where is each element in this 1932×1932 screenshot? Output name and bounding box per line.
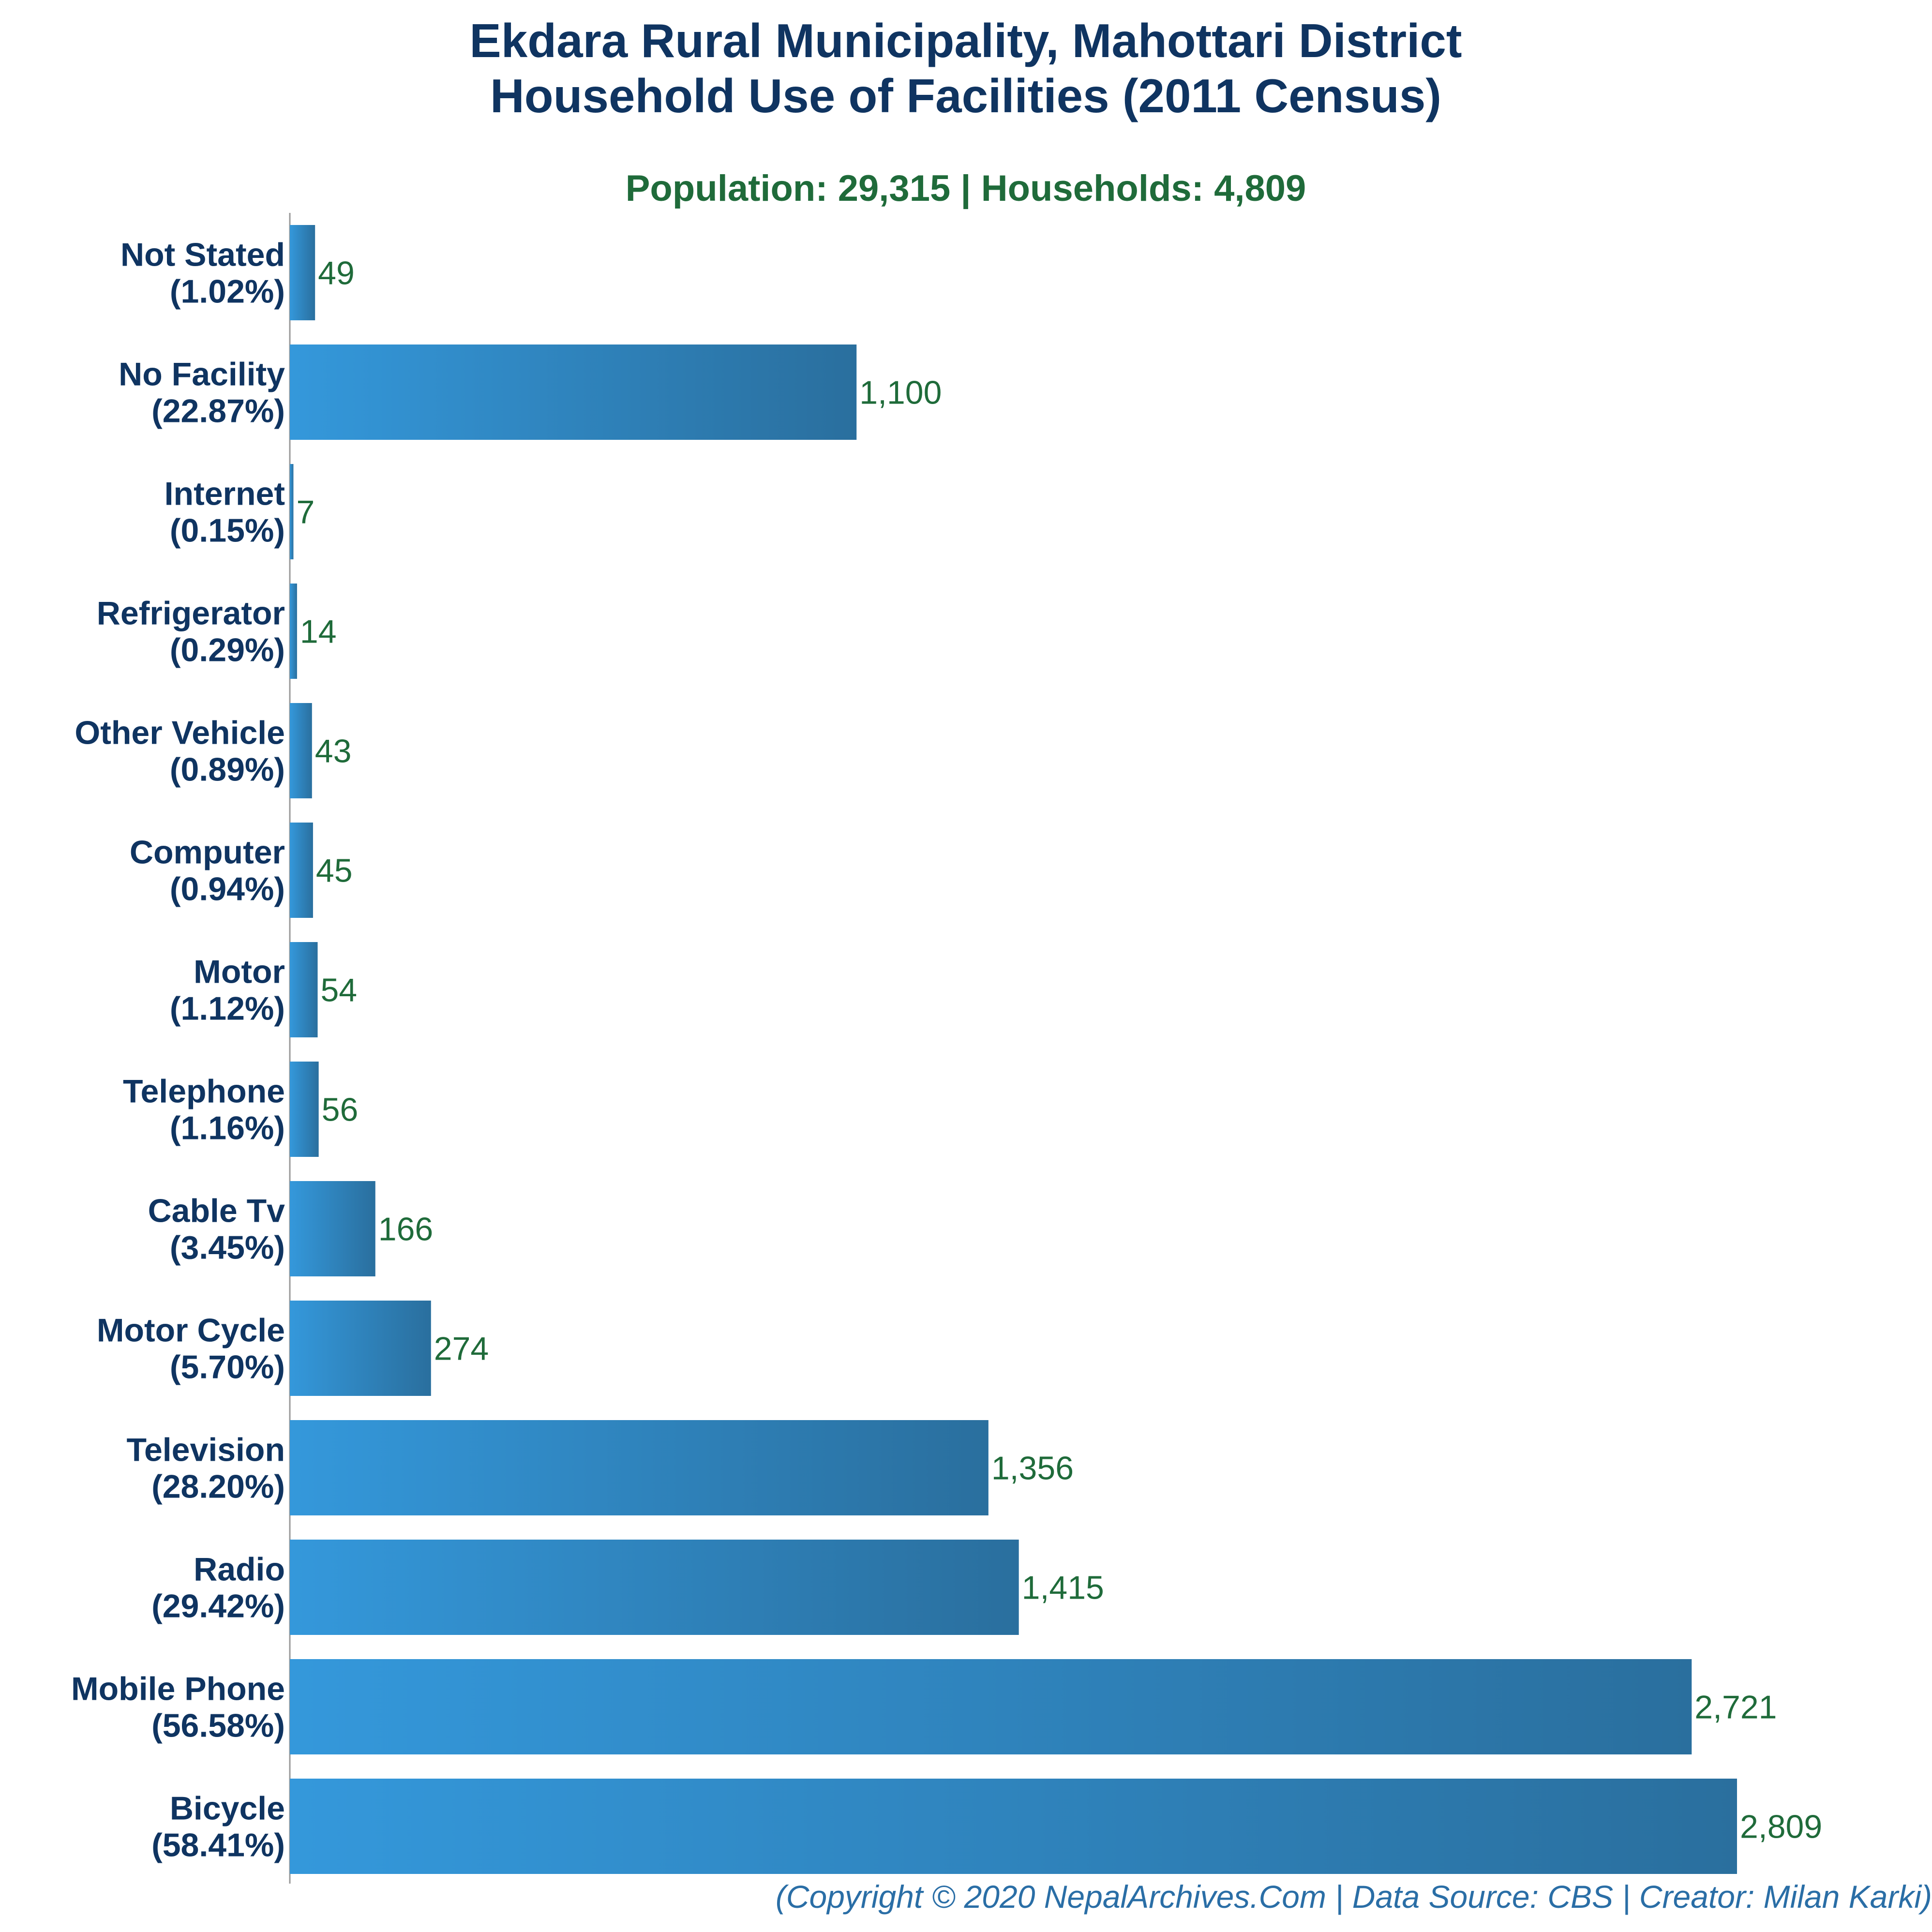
- bars-group: [290, 225, 1737, 1874]
- category-label: No Facility (22.87%): [119, 356, 285, 430]
- value-label: 7: [296, 494, 315, 531]
- category-label: Radio (29.42%): [151, 1551, 285, 1625]
- category-label: Bicycle (58.41%): [151, 1790, 285, 1864]
- value-label: 56: [322, 1092, 359, 1128]
- value-label: 1,100: [859, 374, 942, 411]
- value-label: 49: [318, 255, 355, 292]
- category-label: Computer (0.94%): [130, 834, 285, 908]
- bar-mobile-phone: [290, 1659, 1692, 1754]
- value-label: 54: [320, 972, 357, 1009]
- value-label: 166: [378, 1211, 433, 1248]
- value-label: 2,809: [1740, 1809, 1822, 1845]
- bar-not-stated: [290, 225, 315, 320]
- category-label: Refrigerator (0.29%): [97, 595, 285, 669]
- category-label: Mobile Phone (56.58%): [71, 1671, 285, 1744]
- bar-cable-tv: [290, 1181, 375, 1276]
- category-label: Cable Tv (3.45%): [148, 1193, 285, 1266]
- category-label: Television (28.20%): [126, 1432, 285, 1505]
- chart-subtitle: Population: 29,315 | Households: 4,809: [626, 168, 1306, 210]
- value-label: 2,721: [1694, 1689, 1777, 1726]
- value-label: 274: [434, 1331, 489, 1367]
- category-label: Motor Cycle (5.70%): [97, 1312, 285, 1386]
- category-label: Motor (1.12%): [170, 954, 285, 1027]
- category-label: Telephone (1.16%): [123, 1073, 285, 1147]
- value-label: 1,415: [1022, 1570, 1104, 1606]
- value-label: 1,356: [991, 1450, 1074, 1487]
- bar-motor: [290, 942, 318, 1037]
- bar-internet: [290, 464, 294, 559]
- bar-bicycle: [290, 1779, 1737, 1874]
- category-labels-group: Not Stated (1.02%) No Facility (22.87%) Inte…: [71, 237, 285, 1864]
- bar-computer: [290, 823, 313, 918]
- chart-title-line-2: Household Use of Facilities (2011 Census…: [490, 69, 1441, 122]
- category-label: Internet (0.15%): [165, 476, 285, 549]
- bar-television: [290, 1420, 988, 1515]
- bar-motor-cycle: [290, 1301, 431, 1396]
- bar-no-facility: [290, 344, 857, 440]
- category-label: Not Stated (1.02%): [120, 237, 285, 310]
- footer-credit: (Copyright © 2020 NepalArchives.Com | Da…: [776, 1879, 1932, 1916]
- value-label: 14: [300, 614, 337, 650]
- chart-title-line-1: Ekdara Rural Municipality, Mahottari Dis…: [469, 14, 1462, 67]
- value-label: 45: [316, 853, 353, 889]
- category-label: Other Vehicle (0.89%): [75, 715, 285, 788]
- bar-other-vehicle: [290, 703, 312, 798]
- value-label: 43: [315, 733, 352, 770]
- bar-radio: [290, 1540, 1019, 1635]
- bar-refrigerator: [290, 584, 297, 679]
- bar-telephone: [290, 1062, 319, 1157]
- value-labels-group: 49 1,100 7 14 43 45 54 56 166 274 1,356 1,415 2,721 2…: [296, 255, 1822, 1845]
